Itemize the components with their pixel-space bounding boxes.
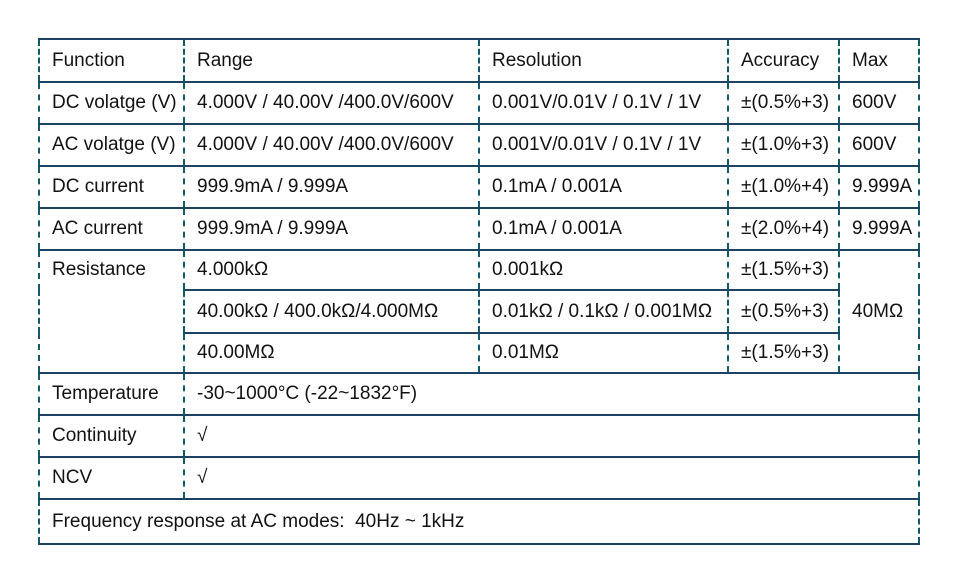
cell-resistance-function: Resistance [38,249,185,374]
cell-temperature-function: Temperature [38,372,185,416]
cell-resistance-accuracy-1: ±(1.5%+3) [727,249,840,291]
header-function: Function [38,38,185,83]
cell-frequency-note: Frequency response at AC modes: 40Hz ~ 1… [38,498,920,545]
header-resolution: Resolution [478,38,729,83]
cell-resistance-resolution-1: 0.001kΩ [478,249,729,291]
row-frequency-note: Frequency response at AC modes: 40Hz ~ 1… [38,498,920,545]
cell-ac-voltage-function: AC volatge (V) [38,123,185,167]
cell-ncv-value: √ [183,456,920,500]
row-dc-current: DC current 999.9mA / 9.999A 0.1mA / 0.00… [38,165,920,209]
row-resistance-3: 40.00MΩ 0.01MΩ ±(1.5%+3) [39,332,919,374]
cell-resistance-resolution-2: 0.01kΩ / 0.1kΩ / 0.001MΩ [478,289,729,334]
row-resistance-1: Resistance 4.000kΩ 0.001kΩ ±(1.5%+3) 40M… [38,249,920,374]
cell-dc-current-max: 9.999A [838,165,920,209]
row-dc-voltage: DC volatge (V) 4.000V / 40.00V /400.0V/6… [38,81,920,125]
cell-ac-voltage-resolution: 0.001V/0.01V / 0.1V / 1V [478,123,729,167]
cell-resistance-resolution-3: 0.01MΩ [478,332,729,374]
row-ac-current: AC current 999.9mA / 9.999A 0.1mA / 0.00… [38,207,920,251]
cell-dc-current-resolution: 0.1mA / 0.001A [478,165,729,209]
cell-ac-current-range: 999.9mA / 9.999A [183,207,480,251]
header-max: Max [838,38,920,83]
row-ncv: NCV √ [38,456,920,500]
cell-ac-current-function: AC current [38,207,185,251]
header-accuracy: Accuracy [727,38,840,83]
cell-resistance-range-2: 40.00kΩ / 400.0kΩ/4.000MΩ [183,289,480,334]
cell-temperature-value: -30~1000°C (-22~1832°F) [183,372,920,416]
cell-dc-current-range: 999.9mA / 9.999A [183,165,480,209]
cell-dc-current-function: DC current [38,165,185,209]
cell-resistance-accuracy-3: ±(1.5%+3) [727,332,840,374]
cell-dc-voltage-accuracy: ±(0.5%+3) [727,81,840,125]
header-row: Function Range Resolution Accuracy Max [38,38,920,83]
cell-ac-voltage-range: 4.000V / 40.00V /400.0V/600V [183,123,480,167]
cell-ac-voltage-accuracy: ±(1.0%+3) [727,123,840,167]
cell-continuity-value: √ [183,414,920,458]
header-range: Range [183,38,480,83]
cell-dc-voltage-max: 600V [838,81,920,125]
cell-dc-voltage-resolution: 0.001V/0.01V / 0.1V / 1V [478,81,729,125]
row-ac-voltage: AC volatge (V) 4.000V / 40.00V /400.0V/6… [38,123,920,167]
cell-resistance-range-3: 40.00MΩ [183,332,480,374]
cell-dc-voltage-range: 4.000V / 40.00V /400.0V/600V [183,81,480,125]
cell-dc-current-accuracy: ±(1.0%+4) [727,165,840,209]
cell-continuity-function: Continuity [38,414,185,458]
cell-ac-current-accuracy: ±(2.0%+4) [727,207,840,251]
cell-resistance-max: 40MΩ [838,249,920,374]
row-temperature: Temperature -30~1000°C (-22~1832°F) [38,372,920,416]
cell-ac-current-resolution: 0.1mA / 0.001A [478,207,729,251]
cell-resistance-accuracy-2: ±(0.5%+3) [727,289,840,334]
cell-ncv-function: NCV [38,456,185,500]
multimeter-spec-table: Function Range Resolution Accuracy Max D… [38,38,920,545]
row-continuity: Continuity √ [38,414,920,458]
row-resistance-2: 40.00kΩ / 400.0kΩ/4.000MΩ 0.01kΩ / 0.1kΩ… [39,289,919,334]
cell-ac-voltage-max: 600V [838,123,920,167]
cell-resistance-range-1: 4.000kΩ [183,249,480,291]
cell-dc-voltage-function: DC volatge (V) [38,81,185,125]
cell-ac-current-max: 9.999A [838,207,920,251]
